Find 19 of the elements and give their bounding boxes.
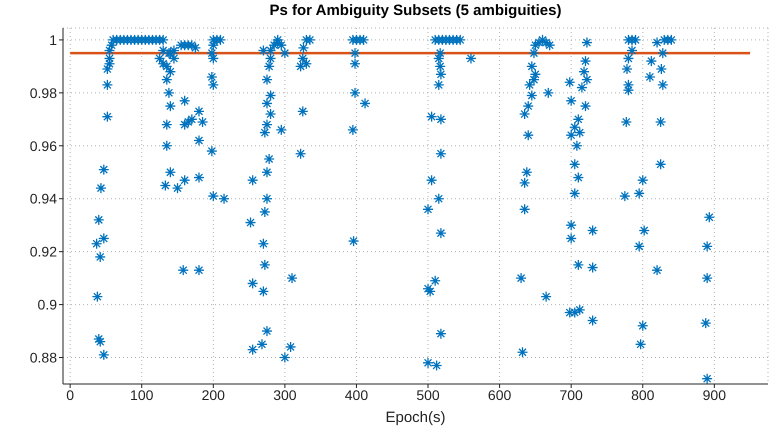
y-tick-label: 0.9: [38, 296, 58, 313]
x-tick-label: 300: [273, 386, 297, 403]
x-tick-label: 100: [130, 386, 154, 403]
x-tick-label: 400: [344, 386, 368, 403]
y-tick-label: 0.88: [30, 350, 58, 366]
y-tick-label: 0.92: [30, 244, 58, 260]
y-tick-label: 0.96: [30, 138, 58, 154]
y-tick-label: 1: [49, 32, 58, 48]
x-axis-title: Epoch(s): [385, 409, 446, 426]
y-tick-label: 0.94: [30, 190, 58, 207]
x-tick-label: 700: [559, 386, 584, 403]
x-tick-label: 200: [202, 386, 226, 403]
chart-title: Ps for Ambiguity Subsets (5 ambiguities): [268, 2, 562, 19]
x-tick-label: 500: [416, 386, 440, 403]
y-tick-label: 0.98: [30, 84, 58, 101]
x-tick-label: 0: [66, 386, 74, 403]
x-tick-label: 800: [631, 386, 655, 403]
x-tick-label: 600: [488, 386, 512, 403]
x-tick-label: 900: [702, 386, 726, 403]
